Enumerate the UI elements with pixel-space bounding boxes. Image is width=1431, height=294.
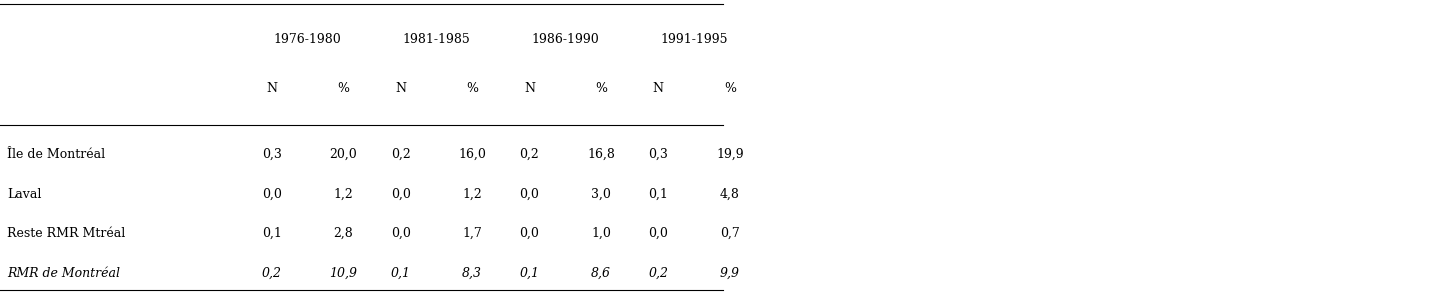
Text: 16,0: 16,0 xyxy=(458,148,487,161)
Text: 0,0: 0,0 xyxy=(391,188,411,201)
Text: 0,0: 0,0 xyxy=(391,227,411,240)
Text: 0,1: 0,1 xyxy=(391,267,411,280)
Text: %: % xyxy=(595,82,607,95)
Text: 16,8: 16,8 xyxy=(587,148,615,161)
Text: Île de Montréal: Île de Montréal xyxy=(7,148,106,161)
Text: N: N xyxy=(266,82,278,95)
Text: 0,0: 0,0 xyxy=(519,227,539,240)
Text: N: N xyxy=(653,82,664,95)
Text: 1986-1990: 1986-1990 xyxy=(531,33,600,46)
Text: 1981-1985: 1981-1985 xyxy=(402,33,471,46)
Text: RMR de Montréal: RMR de Montréal xyxy=(7,267,120,280)
Text: %: % xyxy=(338,82,349,95)
Text: Laval: Laval xyxy=(7,188,41,201)
Text: 0,2: 0,2 xyxy=(648,267,668,280)
Text: %: % xyxy=(467,82,478,95)
Text: 0,7: 0,7 xyxy=(720,227,740,240)
Text: N: N xyxy=(524,82,535,95)
Text: 1976-1980: 1976-1980 xyxy=(273,33,342,46)
Text: 0,2: 0,2 xyxy=(391,148,411,161)
Text: 0,0: 0,0 xyxy=(648,227,668,240)
Text: N: N xyxy=(395,82,406,95)
Text: 0,3: 0,3 xyxy=(648,148,668,161)
Text: 9,9: 9,9 xyxy=(720,267,740,280)
Text: 1,2: 1,2 xyxy=(333,188,353,201)
Text: Reste RMR Mtréal: Reste RMR Mtréal xyxy=(7,227,126,240)
Text: 0,0: 0,0 xyxy=(262,188,282,201)
Text: 20,0: 20,0 xyxy=(329,148,358,161)
Text: 10,9: 10,9 xyxy=(329,267,358,280)
Text: 0,0: 0,0 xyxy=(519,188,539,201)
Text: 0,2: 0,2 xyxy=(519,148,539,161)
Text: 19,9: 19,9 xyxy=(716,148,744,161)
Text: %: % xyxy=(724,82,736,95)
Text: 0,3: 0,3 xyxy=(262,148,282,161)
Text: 0,2: 0,2 xyxy=(262,267,282,280)
Text: 0,1: 0,1 xyxy=(262,227,282,240)
Text: 3,0: 3,0 xyxy=(591,188,611,201)
Text: 4,8: 4,8 xyxy=(720,188,740,201)
Text: 2,8: 2,8 xyxy=(333,227,353,240)
Text: 8,6: 8,6 xyxy=(591,267,611,280)
Text: 1991-1995: 1991-1995 xyxy=(660,33,728,46)
Text: 1,7: 1,7 xyxy=(462,227,482,240)
Text: 0,1: 0,1 xyxy=(648,188,668,201)
Text: 8,3: 8,3 xyxy=(462,267,482,280)
Text: 0,1: 0,1 xyxy=(519,267,539,280)
Text: 1,0: 1,0 xyxy=(591,227,611,240)
Text: 1,2: 1,2 xyxy=(462,188,482,201)
